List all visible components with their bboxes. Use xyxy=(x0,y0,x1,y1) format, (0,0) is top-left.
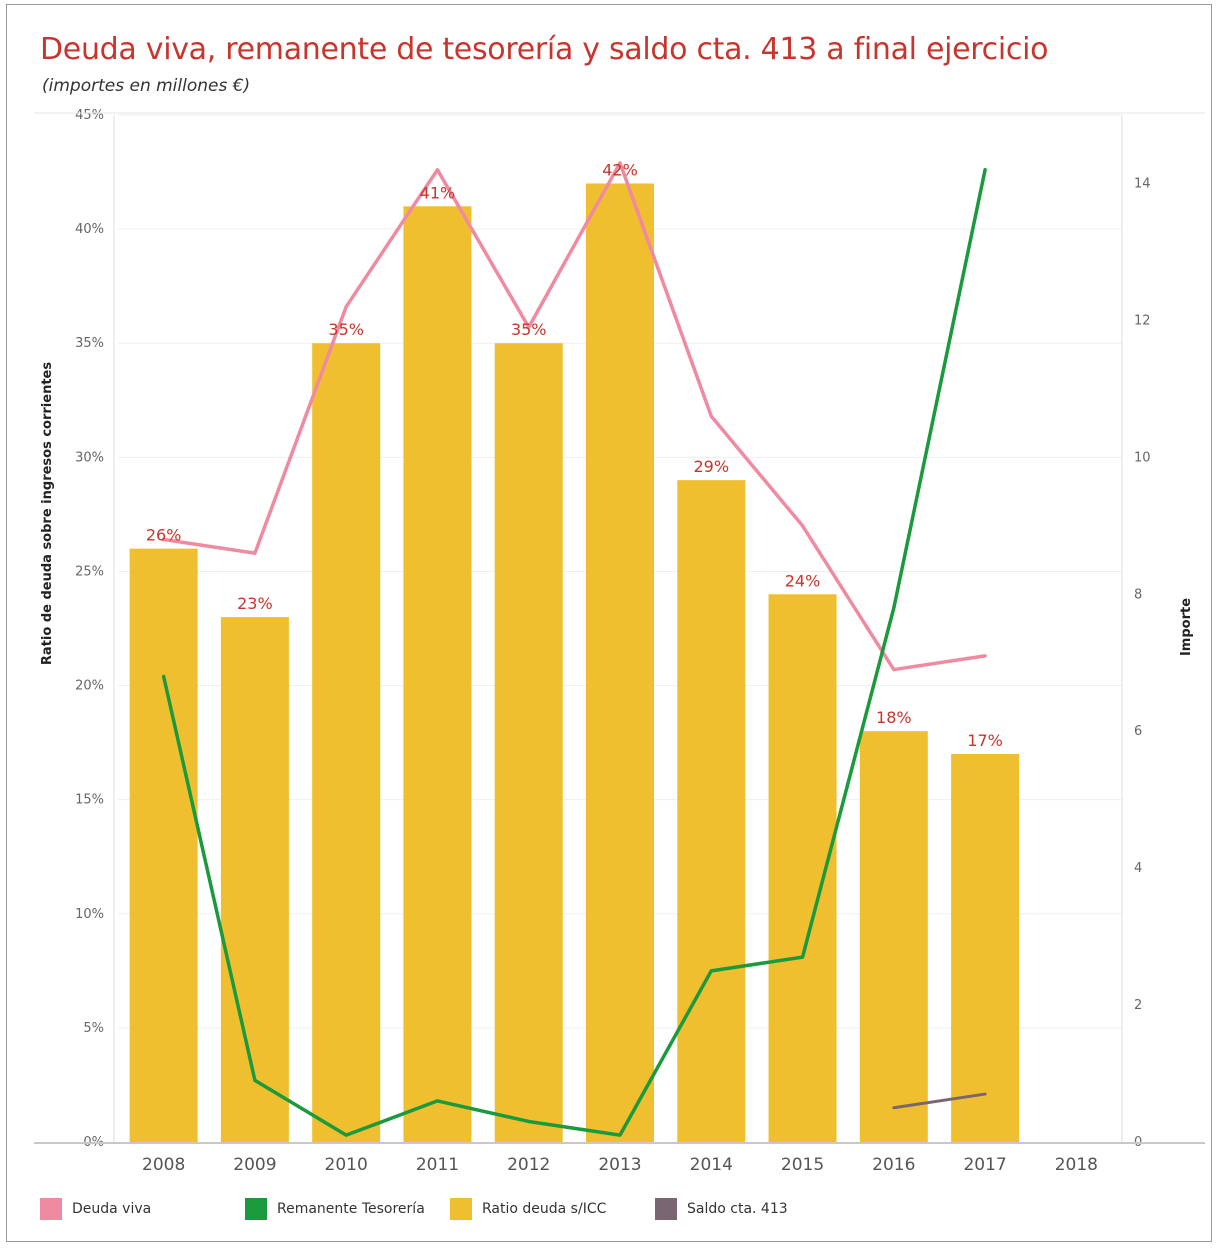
bar-value-label: 17% xyxy=(967,731,1003,750)
deuda-viva-line xyxy=(161,161,987,672)
bar xyxy=(494,343,563,1142)
x-tick-label: 2015 xyxy=(781,1155,824,1175)
x-tick-label: 2018 xyxy=(1055,1155,1098,1175)
x-tick-label: 2010 xyxy=(325,1155,368,1175)
saldo-413-line xyxy=(892,1092,987,1110)
combo-chart: 26% 23% 35% 41% 35% 42% 29% 24% 18% 17% 0%5%10%15… xyxy=(34,108,1205,1175)
y-tick-label: 35% xyxy=(75,336,104,351)
bar-value-label: 23% xyxy=(237,594,273,613)
x-tick-label: 2008 xyxy=(142,1155,185,1175)
legend-swatch xyxy=(40,1198,62,1220)
bar xyxy=(220,617,289,1142)
x-tick-label: 2012 xyxy=(507,1155,550,1175)
legend-item-deuda-viva: Deuda viva xyxy=(40,1198,245,1220)
legend-label: Saldo cta. 413 xyxy=(687,1201,788,1217)
axes: 0%5%10%15%20%25%30%35%40%45%024681012142… xyxy=(34,108,1205,1175)
legend-swatch xyxy=(450,1198,472,1220)
bar-value-label: 35% xyxy=(511,320,547,339)
y2-tick-label: 2 xyxy=(1134,998,1142,1013)
bar-value-label: 24% xyxy=(785,571,821,590)
legend-swatch xyxy=(245,1198,267,1220)
legend-item-ratio: Ratio deuda s/ICC xyxy=(450,1198,655,1220)
y-tick-label: 20% xyxy=(75,679,104,694)
chart-subtitle: (importes en millones €) xyxy=(42,76,251,96)
x-tick-label: 2009 xyxy=(233,1155,276,1175)
y2-axis-title: Importe xyxy=(1179,598,1194,656)
bar-value-label: 29% xyxy=(693,457,729,476)
bar xyxy=(859,731,928,1142)
bar xyxy=(129,548,198,1142)
y2-tick-label: 8 xyxy=(1134,587,1142,602)
bar xyxy=(586,183,654,1142)
bar-value-label: 42% xyxy=(602,160,638,179)
legend: Deuda viva Remanente Tesorería Ratio deu… xyxy=(40,1198,860,1220)
legend-label: Remanente Tesorería xyxy=(277,1201,425,1217)
bar xyxy=(951,754,1020,1142)
x-tick-label: 2017 xyxy=(963,1155,1006,1175)
bar-value-label: 35% xyxy=(328,320,364,339)
bar xyxy=(677,480,746,1143)
bar-value-label: 41% xyxy=(420,183,456,202)
y-tick-label: 10% xyxy=(75,907,104,922)
legend-swatch xyxy=(655,1198,677,1220)
y-axis-title: Ratio de deuda sobre ingresos corrientes xyxy=(40,362,55,665)
x-tick-label: 2011 xyxy=(416,1155,459,1175)
line-series xyxy=(161,161,987,1137)
y-tick-label: 25% xyxy=(75,564,104,579)
y2-tick-label: 10 xyxy=(1134,450,1151,465)
y2-tick-label: 14 xyxy=(1134,176,1151,191)
bar xyxy=(403,206,472,1143)
x-tick-label: 2013 xyxy=(598,1155,641,1175)
legend-label: Ratio deuda s/ICC xyxy=(482,1201,607,1217)
x-tick-label: 2016 xyxy=(872,1155,915,1175)
y2-tick-label: 4 xyxy=(1134,861,1142,876)
legend-item-saldo: Saldo cta. 413 xyxy=(655,1198,860,1220)
bar-value-label: 26% xyxy=(146,526,182,545)
y-tick-label: 5% xyxy=(83,1021,104,1036)
y-tick-label: 15% xyxy=(75,793,104,808)
y2-tick-label: 6 xyxy=(1134,724,1142,739)
remanente-line xyxy=(161,168,987,1137)
y-tick-label: 40% xyxy=(75,222,104,237)
bar xyxy=(312,343,381,1142)
y-tick-label: 30% xyxy=(75,450,104,465)
chart-title: Deuda viva, remanente de tesorería y sal… xyxy=(40,32,1049,67)
bar-value-label: 18% xyxy=(876,708,912,727)
y-tick-label: 45% xyxy=(75,108,104,123)
y2-tick-label: 12 xyxy=(1134,313,1151,328)
data-labels: 26% 23% 35% 41% 35% 42% 29% 24% 18% 17% xyxy=(146,160,1003,750)
legend-label: Deuda viva xyxy=(72,1201,152,1217)
bar-series xyxy=(129,183,1020,1143)
legend-item-remanente: Remanente Tesorería xyxy=(245,1198,450,1220)
x-tick-label: 2014 xyxy=(690,1155,733,1175)
